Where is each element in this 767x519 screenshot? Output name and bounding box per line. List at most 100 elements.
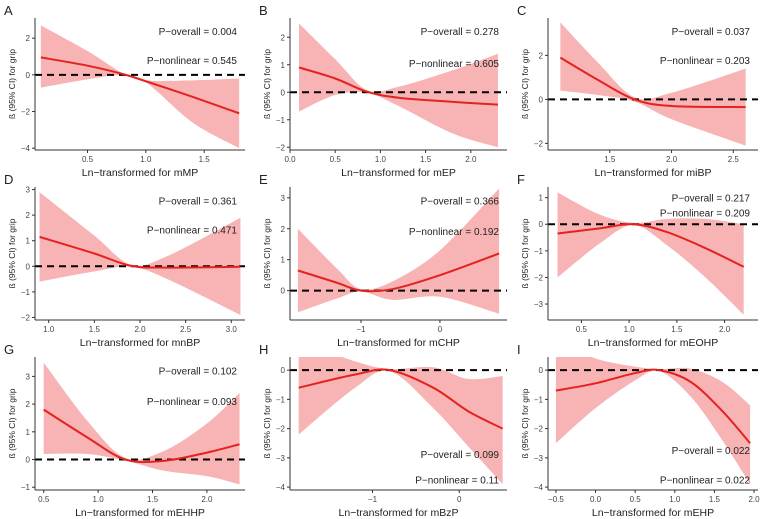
ci-band [40, 25, 240, 149]
y-tick-label: 0 [26, 71, 31, 80]
x-axis-label: Ln−transformed for mnBP [80, 337, 201, 349]
y-tick-label: 2 [26, 211, 31, 220]
estimate-line [298, 66, 499, 106]
panel-d: D 1.0 1.5 2.0 2.5 3.0 −2 −1 0 1 2 3 Ln−transformed f… [4, 172, 245, 349]
x-tick-label: 1.5 [604, 155, 616, 164]
panel-label: F [517, 172, 525, 187]
y-tick-label: 2 [281, 33, 286, 42]
estimate-line [297, 252, 500, 293]
y-tick-label: −1 [276, 116, 286, 125]
panel-h: H −1 0 −4 −3 −2 −1 0 Ln−transformed for mBzP ß (9… [259, 342, 507, 519]
y-tick-label: 2 [26, 34, 31, 43]
x-axis-label: Ln−transformed for mEP [341, 167, 456, 179]
p-value-annotation: P−nonlinear = 0.471 [147, 226, 238, 237]
y-tick-label: 2 [539, 51, 544, 60]
panel-e: E −1 0 0 1 2 3 Ln−transformed for mCHP ß (95% CI… [259, 172, 507, 349]
y-tick-label: −3 [534, 454, 544, 463]
x-tick-label: −1 [368, 495, 378, 504]
x-tick-label: 2.0 [134, 325, 146, 334]
y-tick-label: −2 [276, 425, 286, 434]
y-tick-label: −4 [276, 483, 286, 492]
x-tick-label: 1.0 [140, 155, 152, 164]
p-value-annotation: P−nonlinear = 0.545 [147, 56, 238, 67]
y-tick-label: 2 [26, 400, 31, 409]
x-tick-label: 0.0 [284, 155, 296, 164]
x-tick-label: 1.5 [147, 495, 159, 504]
p-value-annotation: P−overall = 0.099 [421, 450, 500, 461]
y-tick-label: −4 [534, 483, 544, 492]
panel-f: F 0.5 1.0 1.5 2.0 −3 −2 −1 0 1 Ln−transformed for … [517, 172, 758, 349]
x-tick-label: 1.5 [199, 155, 211, 164]
ci-band [39, 192, 241, 315]
x-tick-label: 0.0 [590, 495, 602, 504]
estimate-line [40, 56, 240, 115]
x-tick-label: 1.0 [43, 325, 55, 334]
y-tick-label: 0 [281, 287, 286, 296]
p-value-annotation: P−nonlinear = 0.192 [409, 227, 500, 238]
panel-a: A 0.5 1.0 1.5 −4 −2 0 2 Ln−transformed for mMP ß … [4, 3, 245, 179]
x-axis-label: Ln−transformed for mEOHP [588, 337, 718, 349]
y-tick-label: 1 [281, 61, 286, 70]
ci-band [557, 192, 744, 315]
x-tick-label: 1.0 [624, 325, 636, 334]
x-tick-label: 0 [457, 495, 462, 504]
y-axis-label: ß (95% CI) for grip [520, 218, 530, 288]
p-value-annotation: P−nonlinear = 0.203 [660, 56, 751, 67]
y-axis-label: ß (95% CI) for grip [7, 388, 17, 458]
y-axis-label: ß (95% CI) for grip [262, 49, 272, 119]
p-value-annotation: P−nonlinear = 0.11 [415, 475, 499, 486]
ci-band [560, 22, 746, 146]
y-axis-label: ß (95% CI) for grip [520, 49, 530, 119]
x-tick-label: 1.0 [669, 495, 681, 504]
x-axis-label: Ln−transformed for mBzP [339, 507, 459, 519]
x-tick-label: 2.5 [180, 325, 192, 334]
x-axis-label: Ln−transformed for mCHP [337, 337, 460, 349]
y-tick-label: −1 [534, 395, 544, 404]
x-tick-label: 0.5 [630, 495, 642, 504]
y-axis-label: ß (95% CI) for grip [7, 218, 17, 288]
ci-band [299, 23, 498, 148]
panel-label: C [517, 3, 526, 18]
x-tick-label: 1.0 [93, 495, 105, 504]
y-tick-label: −2 [21, 313, 31, 322]
estimate-line [43, 408, 240, 464]
panel-label: B [259, 3, 268, 18]
ci-band [555, 357, 751, 485]
panel-label: A [4, 3, 13, 18]
x-tick-label: 2.5 [728, 155, 740, 164]
ci-band [298, 357, 503, 485]
p-value-annotation: P−overall = 0.037 [672, 27, 751, 38]
panel-label: H [259, 342, 268, 357]
y-tick-label: 0 [539, 220, 544, 229]
p-value-annotation: P−overall = 0.217 [672, 194, 751, 205]
y-axis-label: ß (95% CI) for grip [262, 388, 272, 458]
y-tick-label: −4 [21, 144, 31, 153]
y-tick-label: 0 [281, 366, 286, 375]
x-tick-label: −0.5 [548, 495, 564, 504]
x-tick-label: 0 [438, 325, 443, 334]
p-value-annotation: P−nonlinear = 0.605 [409, 59, 500, 70]
x-axis-label: Ln−transformed for mEHP [592, 507, 714, 519]
y-tick-label: 0 [539, 95, 544, 104]
y-tick-label: 0 [539, 366, 544, 375]
panel-label: I [517, 342, 521, 357]
y-tick-label: −2 [534, 425, 544, 434]
panel-label: G [4, 342, 14, 357]
y-tick-label: 3 [281, 194, 286, 203]
p-value-annotation: P−overall = 0.022 [672, 446, 751, 457]
x-tick-label: 0.5 [576, 325, 588, 334]
y-tick-label: 2 [281, 225, 286, 234]
x-tick-label: −1 [356, 325, 366, 334]
estimate-line [298, 368, 504, 430]
y-tick-label: 0 [281, 88, 286, 97]
y-tick-label: 1 [26, 428, 31, 437]
y-tick-label: 1 [281, 256, 286, 265]
p-value-annotation: P−nonlinear = 0.209 [660, 208, 751, 219]
y-tick-label: 0 [26, 456, 31, 465]
panel-c: C 1.5 2.0 2.5 −2 0 2 Ln−transformed for miBP ß (… [517, 3, 758, 179]
y-tick-label: 3 [26, 372, 31, 381]
x-tick-label: 1.5 [671, 325, 683, 334]
x-tick-label: 2.0 [719, 325, 731, 334]
x-tick-label: 2.0 [666, 155, 678, 164]
